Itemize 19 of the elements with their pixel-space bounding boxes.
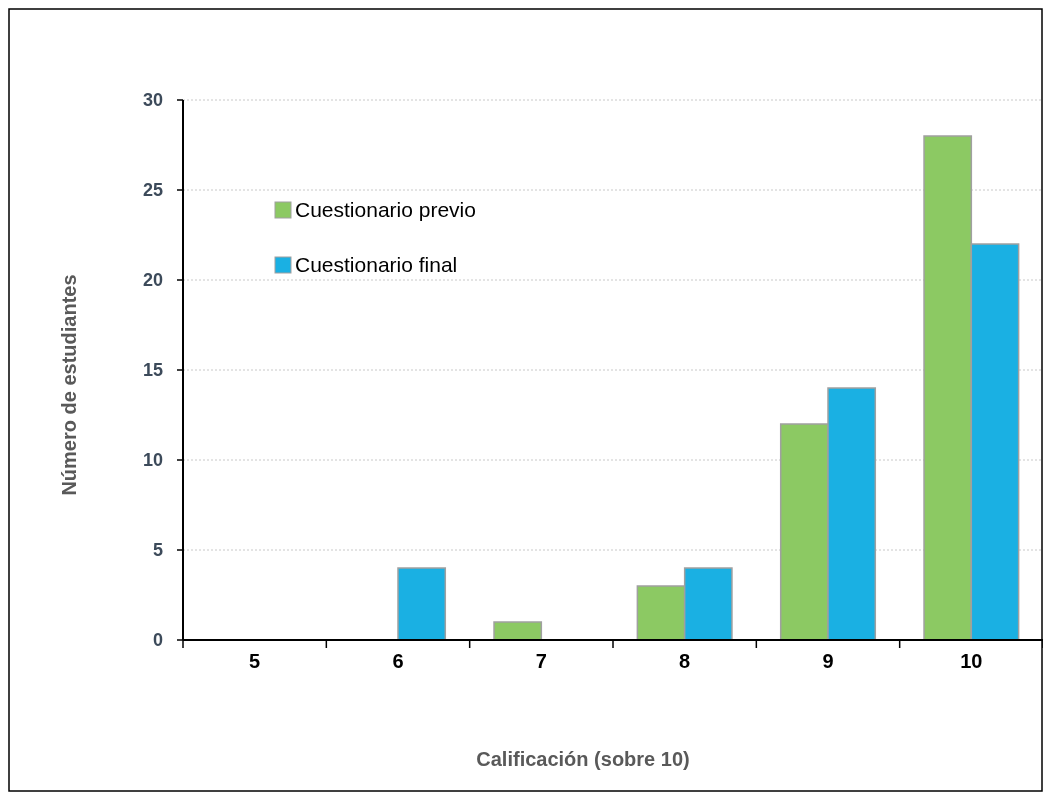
x-axis-title: Calificación (sobre 10) [476,748,690,770]
legend-label: Cuestionario previo [295,198,476,222]
y-tick-label: 5 [152,540,163,561]
bar [493,621,543,641]
x-tick-label: 10 [960,650,983,672]
y-axis-title: Número de estudiantes [58,274,80,496]
y-tick-label: 15 [142,360,163,381]
y-tick-label: 10 [142,450,163,471]
legend-label: Cuestionario final [295,253,458,277]
bar [397,567,447,641]
x-tick-label: 7 [535,650,547,672]
x-tick-label: 5 [249,650,261,672]
y-tick-label: 0 [152,630,163,651]
y-tick-label: 20 [142,270,163,291]
x-tick-label: 6 [392,650,404,672]
y-tick-label: 30 [142,90,163,111]
x-tick-label: 8 [679,650,691,672]
y-tick-label: 25 [142,180,163,201]
x-tick-label: 9 [822,650,834,672]
